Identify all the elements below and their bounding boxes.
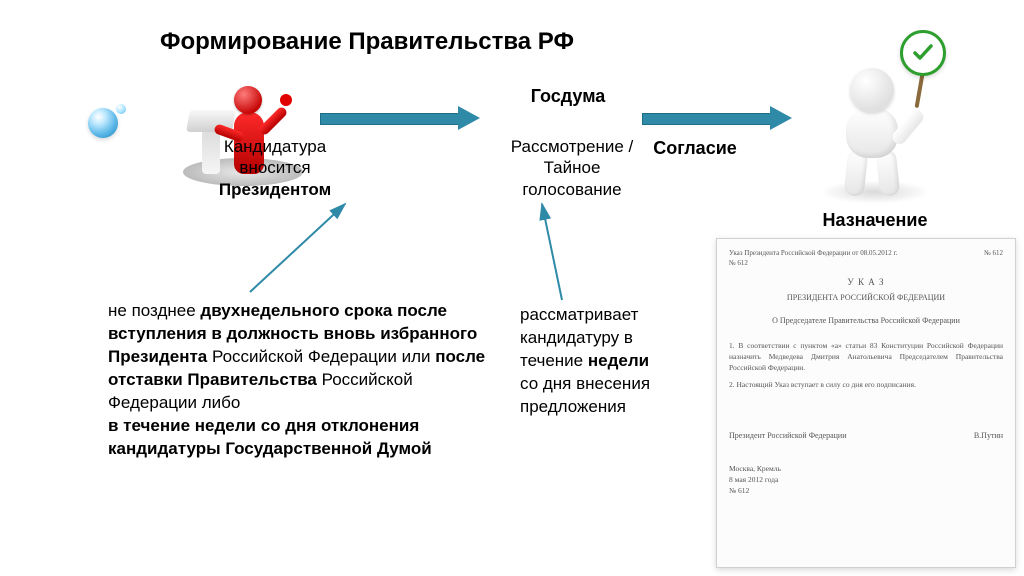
- decree-num: № 612: [729, 259, 1003, 267]
- decree-subject: О Председателе Правительства Российской …: [729, 316, 1003, 325]
- decree-numline: № 612: [729, 486, 1003, 495]
- para-right-l1: рассматривает: [520, 305, 638, 324]
- decree-p2: 2. Настоящий Указ вступает в силу со дня…: [729, 380, 1003, 391]
- para-right-l5: предложения: [520, 397, 626, 416]
- decree-date: 8 мая 2012 года: [729, 475, 1003, 484]
- para-right-l2: кандидатуру в: [520, 328, 633, 347]
- decree-top-left: Указ Президента Российской Федерации от …: [729, 249, 897, 257]
- para-left-pre: не позднее: [108, 301, 200, 320]
- decree-sig-right: В.Путин: [974, 431, 1003, 440]
- para-left-mid1: Российской Федерации или: [207, 347, 435, 366]
- decree-top-right: № 612: [984, 249, 1003, 257]
- para-right-l4: со дня внесения: [520, 374, 650, 393]
- para-right-l3b: недели: [588, 351, 649, 370]
- decree-ukaz: У К А З: [729, 277, 1003, 287]
- diagram-stage: Формирование Правительства РФ Кандидатур…: [0, 0, 1024, 576]
- review-paragraph: рассматривает кандидатуру в течение неде…: [520, 304, 690, 419]
- para-left-line2: в течение недели со дня отклонения канди…: [108, 416, 432, 458]
- decree-place: Москва, Кремль: [729, 464, 1003, 473]
- deadline-paragraph: не позднее двухнедельного срока после вс…: [108, 300, 498, 461]
- decree-sig-left: Президент Российской Федерации: [729, 431, 846, 440]
- decree-document: Указ Президента Российской Федерации от …: [716, 238, 1016, 568]
- para-right-l3pre: течение: [520, 351, 588, 370]
- decree-p1: 1. В соответствии с пунктом «а» статьи 8…: [729, 341, 1003, 374]
- decree-prez: ПРЕЗИДЕНТА РОССИЙСКОЙ ФЕДЕРАЦИИ: [729, 293, 1003, 302]
